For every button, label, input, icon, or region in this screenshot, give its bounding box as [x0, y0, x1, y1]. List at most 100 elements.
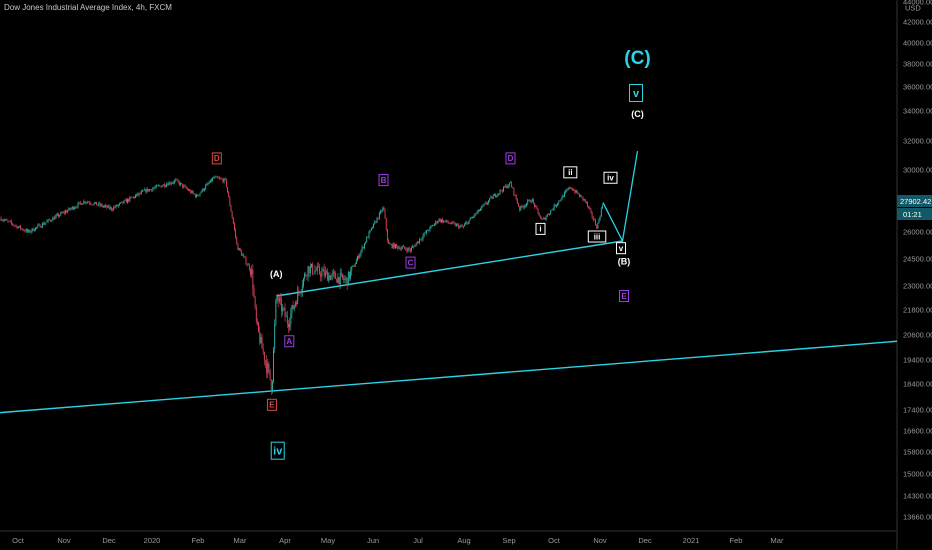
candle-body: [495, 194, 496, 197]
candle-body: [350, 270, 352, 279]
candle-body: [198, 195, 200, 196]
candle-body: [221, 178, 223, 180]
candle-body: [155, 185, 157, 188]
candle-body: [30, 231, 32, 233]
time-tick-label: Mar: [771, 536, 784, 545]
candle-body: [319, 266, 320, 274]
candle-body: [58, 214, 59, 217]
candle-body: [444, 220, 446, 222]
price-tick-label: 44000.00: [903, 0, 932, 7]
price-tick-label: 18400.00: [903, 380, 932, 389]
candle-body: [288, 324, 289, 327]
candle-body: [27, 229, 28, 232]
candle-body: [597, 223, 599, 229]
candle-body: [269, 369, 271, 380]
candle-body: [469, 218, 471, 221]
candle-body: [462, 226, 464, 227]
candle-body: [228, 192, 230, 198]
candle-body: [236, 236, 238, 244]
price-tick-label: 34000.00: [903, 107, 932, 116]
candle-body: [224, 178, 226, 180]
candle-body: [423, 232, 425, 236]
candle-body: [239, 248, 241, 251]
candle-body: [110, 207, 112, 210]
candle-body: [278, 298, 280, 302]
price-tick-label: 15800.00: [903, 448, 932, 457]
candle-body: [294, 302, 296, 306]
candle-body: [45, 222, 47, 224]
candle-body: [94, 201, 96, 204]
candle-body: [151, 189, 153, 191]
candle-body: [415, 243, 417, 247]
candle-body: [90, 203, 92, 205]
wave-label-d: D: [505, 152, 516, 165]
candle-body: [362, 246, 364, 249]
candle-body: [176, 179, 178, 181]
candle-body: [472, 217, 473, 219]
candle-body: [501, 190, 503, 192]
wave-label-iv-text: iv: [273, 446, 283, 458]
time-axis-ticks[interactable]: Oct Nov Dec 2020 Feb Mar Apr May Jun Jul Aug Sep Oct…: [12, 536, 784, 545]
price-axis-ticks[interactable]: 44000.00 42000.00 40000.00 38000.00 36000.00…: [903, 0, 932, 522]
candle-body: [382, 207, 384, 212]
price-tick-label: 14300.00: [903, 492, 932, 501]
candle-body: [320, 273, 322, 277]
candle-body: [545, 216, 547, 220]
candle-body: [416, 241, 418, 244]
candle-body: [117, 204, 119, 207]
candle-body: [313, 273, 315, 275]
time-tick-label: Feb: [730, 536, 743, 545]
candle-body: [75, 207, 77, 208]
candle-body: [337, 277, 339, 283]
time-tick-label: May: [321, 536, 335, 545]
candle-body: [399, 247, 401, 250]
candle-body: [489, 197, 491, 201]
candle-body: [123, 200, 125, 204]
time-tick-label: Mar: [234, 536, 247, 545]
candle-body: [426, 230, 427, 233]
candle-body: [120, 202, 122, 204]
candle-body: [487, 203, 488, 204]
candle-body: [16, 225, 18, 229]
price-tick-label: 17400.00: [903, 406, 932, 415]
candle-body: [253, 289, 255, 297]
candle-body: [446, 220, 448, 223]
candle-body: [215, 176, 217, 178]
candle-body: [54, 216, 56, 220]
candle-body: [22, 228, 24, 231]
candle-body: [574, 190, 576, 193]
candle-body: [553, 204, 555, 210]
candle-body: [428, 230, 430, 232]
candle-body: [142, 190, 143, 192]
trendline-1: [0, 340, 898, 414]
candle-body: [326, 271, 327, 273]
wave-label-a-text: (A): [270, 269, 283, 279]
wave-label-i-text: i: [539, 225, 541, 234]
candle-body: [291, 305, 293, 314]
candle-body: [108, 205, 110, 209]
candle-body: [200, 191, 202, 194]
candle-body: [442, 219, 444, 223]
candle-body: [543, 217, 545, 220]
candle-body: [36, 227, 38, 228]
candle-body: [430, 225, 432, 227]
candle-body: [20, 225, 21, 229]
candle-body: [422, 235, 424, 239]
candle-body: [158, 185, 159, 187]
wave-label-e-box: [619, 290, 629, 302]
candle-body: [154, 187, 156, 188]
candle-body: [71, 206, 73, 209]
candle-body: [524, 205, 526, 207]
candle-body: [216, 176, 218, 178]
candle-body: [339, 273, 341, 285]
candle-body: [435, 221, 437, 224]
wave-label-a-box: [284, 335, 295, 348]
projection-line: [602, 151, 639, 244]
candle-body: [40, 226, 42, 228]
candle-body: [539, 216, 541, 219]
candle-body: [390, 244, 392, 245]
price-tick-label: 20600.00: [903, 331, 932, 340]
candle-body: [130, 197, 132, 198]
candle-body: [407, 248, 409, 252]
